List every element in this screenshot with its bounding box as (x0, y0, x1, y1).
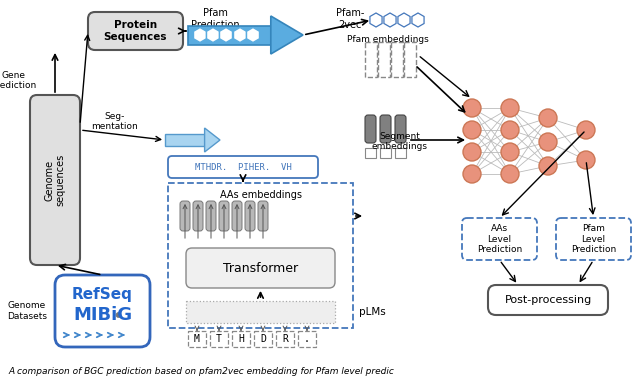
Text: Post-processing: Post-processing (504, 295, 591, 305)
Text: H: H (238, 334, 244, 344)
Circle shape (463, 99, 481, 117)
Circle shape (501, 99, 519, 117)
Bar (188, 331, 206, 347)
FancyBboxPatch shape (180, 201, 190, 231)
FancyBboxPatch shape (245, 201, 255, 231)
Polygon shape (370, 13, 382, 27)
Circle shape (539, 157, 557, 175)
Circle shape (539, 109, 557, 127)
Bar (210, 331, 228, 347)
Text: Segment
embeddings: Segment embeddings (372, 132, 428, 151)
Polygon shape (193, 28, 207, 43)
Bar (391, 42, 403, 77)
Text: D: D (260, 334, 266, 344)
Text: R: R (282, 334, 288, 344)
FancyBboxPatch shape (380, 115, 391, 143)
FancyBboxPatch shape (462, 218, 537, 260)
Bar (380, 148, 391, 158)
Polygon shape (207, 28, 220, 43)
Circle shape (577, 151, 595, 169)
Text: AAs
Level
Prediction: AAs Level Prediction (477, 224, 522, 254)
Text: M: M (194, 334, 200, 344)
FancyBboxPatch shape (168, 156, 318, 178)
Polygon shape (398, 13, 410, 27)
FancyBboxPatch shape (55, 275, 150, 347)
Polygon shape (412, 13, 424, 27)
Circle shape (501, 121, 519, 139)
Polygon shape (205, 128, 220, 152)
Bar (165, 134, 205, 146)
Bar (232, 331, 250, 347)
Text: Pfam-
2vec: Pfam- 2vec (336, 8, 364, 29)
Bar (404, 42, 416, 77)
FancyBboxPatch shape (219, 201, 229, 231)
Bar (168, 183, 353, 328)
Polygon shape (384, 13, 396, 27)
Circle shape (501, 165, 519, 183)
Text: Genome
Datasets: Genome Datasets (7, 301, 47, 321)
Polygon shape (271, 16, 303, 54)
Text: .: . (304, 334, 310, 344)
Text: A comparison of BGC prediction based on pfam2vec embedding for Pfam level predic: A comparison of BGC prediction based on … (8, 367, 394, 376)
Text: Protein
Sequences: Protein Sequences (104, 20, 167, 42)
Text: Gene
Prediction: Gene Prediction (0, 70, 36, 90)
Bar (188, 26, 271, 44)
FancyBboxPatch shape (206, 201, 216, 231)
FancyBboxPatch shape (193, 201, 203, 231)
Text: MIBiG: MIBiG (73, 306, 132, 324)
Polygon shape (246, 28, 259, 43)
Circle shape (463, 143, 481, 161)
Text: Genome
sequences: Genome sequences (44, 154, 66, 206)
FancyBboxPatch shape (186, 248, 335, 288)
Polygon shape (220, 28, 232, 43)
FancyBboxPatch shape (556, 218, 631, 260)
Text: Pfam
Level
Prediction: Pfam Level Prediction (571, 224, 616, 254)
Text: MTHDR.  PIHER.  VH: MTHDR. PIHER. VH (195, 162, 291, 172)
FancyBboxPatch shape (365, 115, 376, 143)
FancyBboxPatch shape (395, 115, 406, 143)
FancyBboxPatch shape (30, 95, 80, 265)
Bar (378, 42, 390, 77)
Circle shape (463, 121, 481, 139)
Bar (186, 301, 335, 323)
Circle shape (501, 143, 519, 161)
Text: pLMs: pLMs (359, 307, 386, 317)
Bar (276, 331, 294, 347)
Bar (365, 148, 376, 158)
Circle shape (116, 313, 121, 318)
Text: T: T (216, 334, 222, 344)
FancyBboxPatch shape (258, 201, 268, 231)
Text: Pfam embeddings: Pfam embeddings (347, 35, 429, 44)
Circle shape (577, 121, 595, 139)
Bar (298, 331, 316, 347)
Text: Transformer: Transformer (223, 262, 298, 275)
Text: Seg-
mentation: Seg- mentation (92, 112, 138, 131)
Bar (395, 148, 406, 158)
Circle shape (463, 165, 481, 183)
FancyBboxPatch shape (88, 12, 183, 50)
Text: AAs embeddings: AAs embeddings (220, 190, 301, 200)
Circle shape (539, 133, 557, 151)
Bar (365, 42, 377, 77)
FancyBboxPatch shape (232, 201, 242, 231)
FancyBboxPatch shape (488, 285, 608, 315)
Text: RefSeq: RefSeq (72, 288, 133, 303)
Polygon shape (234, 28, 246, 43)
Text: Pfam
Prediction: Pfam Prediction (191, 8, 239, 29)
Bar (254, 331, 272, 347)
